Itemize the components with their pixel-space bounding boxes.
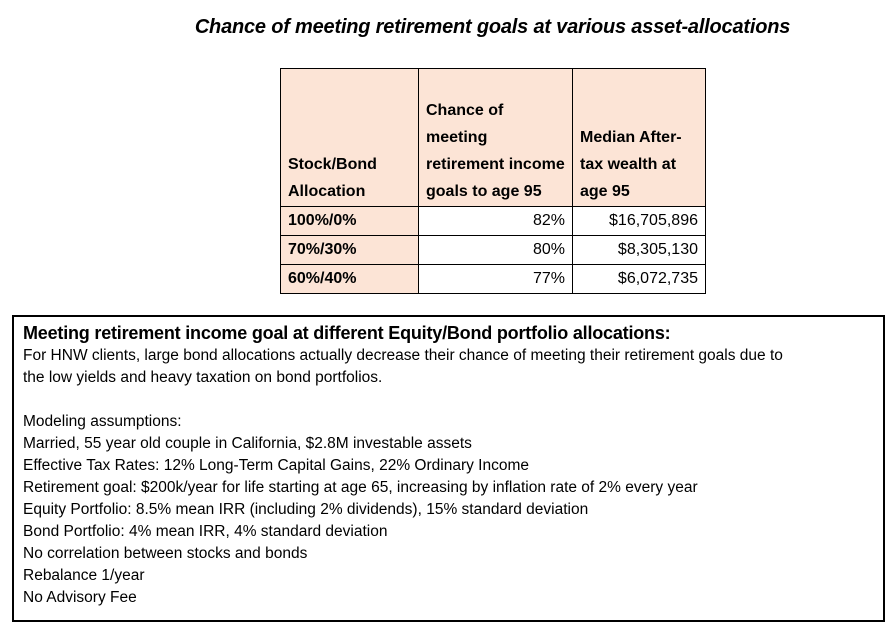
assumption-item: Married, 55 year old couple in Californi… [23, 435, 472, 452]
wealth-cell: $8,305,130 [572, 235, 706, 265]
explanation-heading: Meeting retirement income goal at differ… [23, 323, 671, 343]
assumptions-label: Modeling assumptions: [23, 413, 182, 430]
allocation-table: Stock/Bond Allocation Chance of meeting … [280, 68, 706, 294]
header-cell-chance: Chance of meeting retirement income goal… [418, 68, 573, 207]
allocation-cell: 60%/40% [280, 264, 419, 294]
table-row: 60%/40% 77% $6,072,735 [280, 264, 706, 294]
explanation-intro-line: For HNW clients, large bond allocations … [23, 347, 783, 364]
chance-cell: 82% [418, 206, 573, 236]
chance-cell: 77% [418, 264, 573, 294]
assumption-item: No Advisory Fee [23, 589, 137, 606]
header-cell-allocation: Stock/Bond Allocation [280, 68, 419, 207]
blank-line [23, 389, 883, 411]
assumption-item: Equity Portfolio: 8.5% mean IRR (includi… [23, 501, 589, 518]
allocation-cell: 70%/30% [280, 235, 419, 265]
explanation-box: Meeting retirement income goal at differ… [12, 315, 885, 622]
table-row: 100%/0% 82% $16,705,896 [280, 206, 706, 236]
wealth-cell: $16,705,896 [572, 206, 706, 236]
assumption-item: Retirement goal: $200k/year for life sta… [23, 479, 698, 496]
table-header-row: Stock/Bond Allocation Chance of meeting … [280, 68, 706, 207]
chance-cell: 80% [418, 235, 573, 265]
wealth-cell: $6,072,735 [572, 264, 706, 294]
assumption-item: Rebalance 1/year [23, 567, 145, 584]
assumption-item: Bond Portfolio: 4% mean IRR, 4% standard… [23, 523, 388, 540]
table-row: 70%/30% 80% $8,305,130 [280, 235, 706, 265]
header-cell-median-wealth: Median After-tax wealth at age 95 [572, 68, 706, 207]
allocation-cell: 100%/0% [280, 206, 419, 236]
page-title: Chance of meeting retirement goals at va… [194, 16, 791, 38]
explanation-intro-line: the low yields and heavy taxation on bon… [23, 369, 383, 386]
assumption-item: No correlation between stocks and bonds [23, 545, 308, 562]
assumption-item: Effective Tax Rates: 12% Long-Term Capit… [23, 457, 529, 474]
